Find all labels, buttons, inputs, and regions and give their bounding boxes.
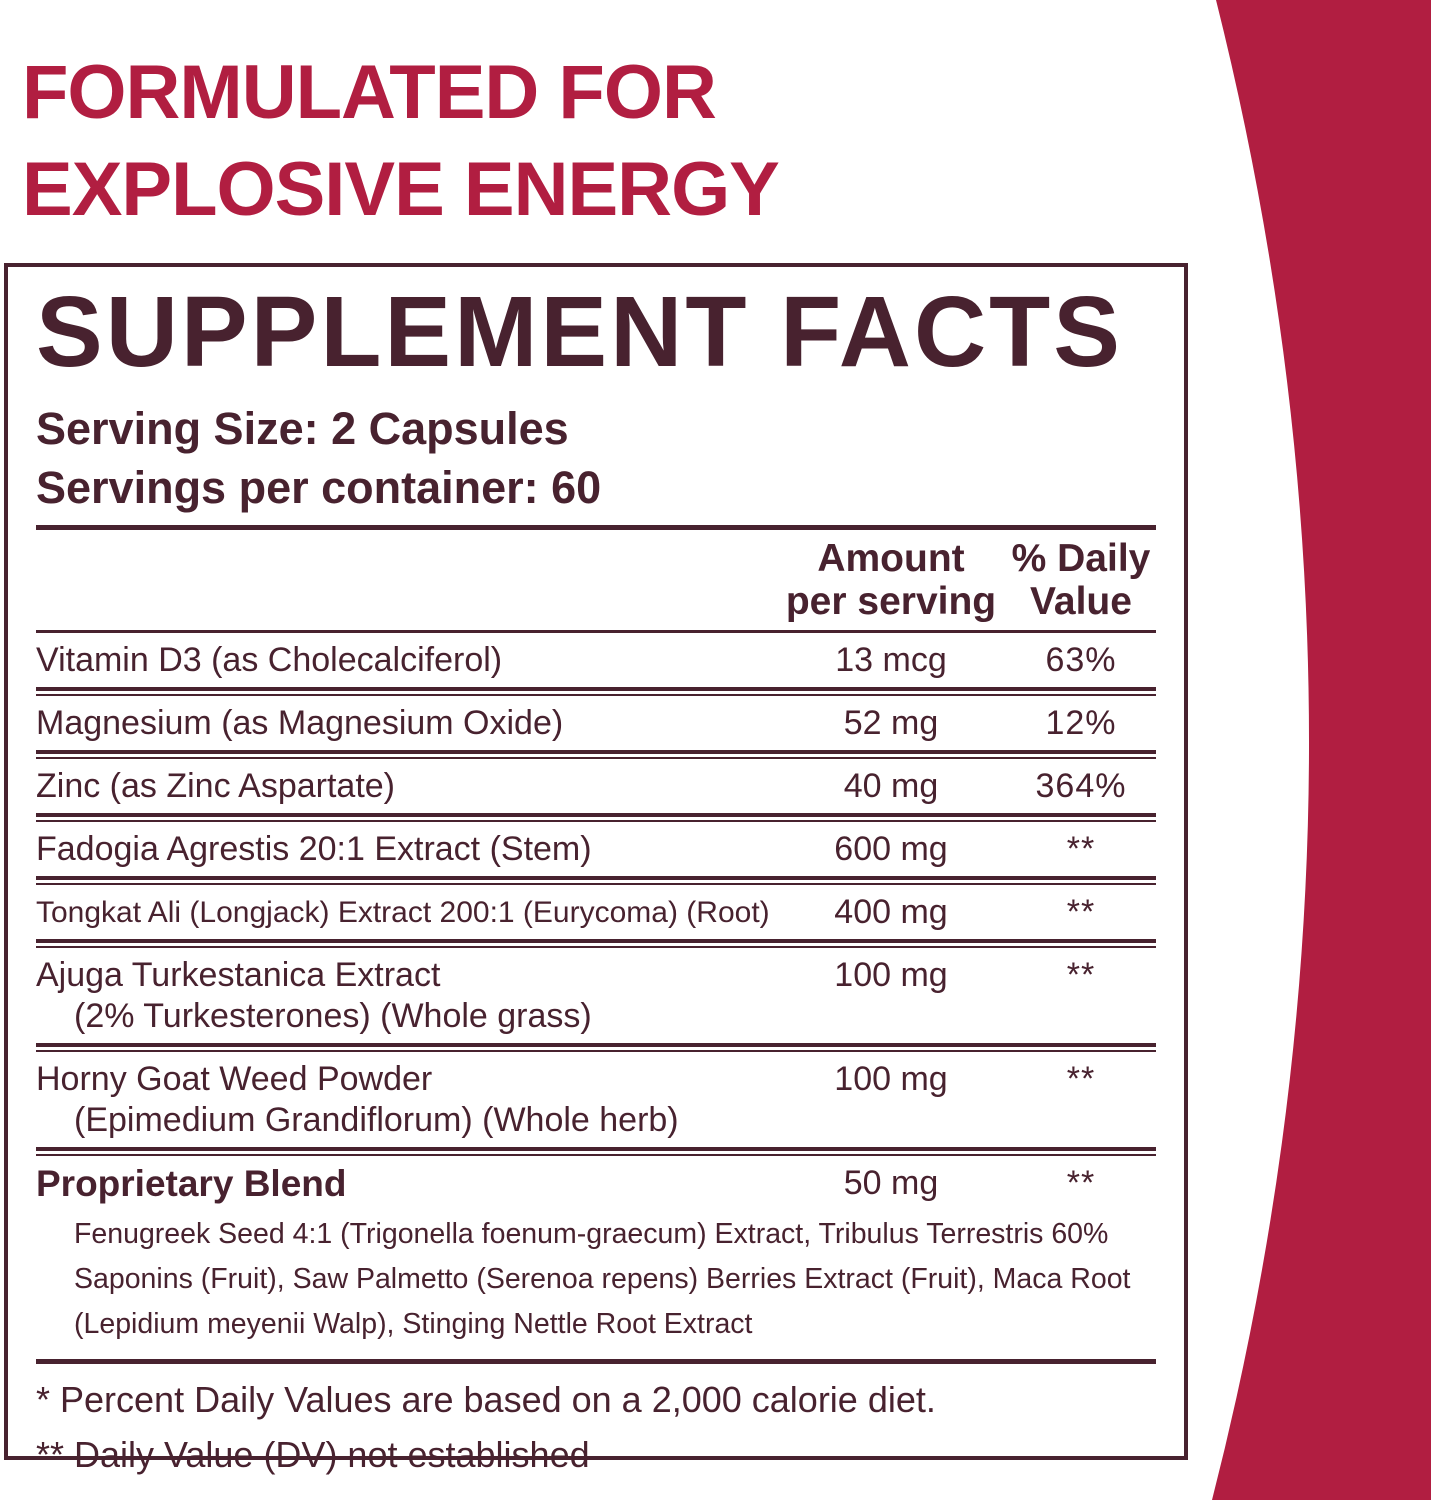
tagline-line2: EXPLOSIVE ENERGY [22, 147, 780, 232]
proprietary-blend-ingredients: Fenugreek Seed 4:1 (Trigonella foenum-gr… [74, 1217, 1131, 1340]
supplement-facts-panel: SUPPLEMENT FACTS Serving Size: 2 Capsule… [4, 263, 1188, 1475]
ingredient-amount: 100 mg [834, 955, 948, 994]
table-row-zinc: Zinc (as Zinc Aspartate) 40 mg 364% [36, 759, 1156, 813]
divider-thick [36, 525, 1156, 531]
table-row-proprietary-blend: Proprietary Blend 50 mg ** [36, 1156, 1156, 1210]
ingredient-name: Zinc (as Zinc Aspartate) [36, 766, 396, 805]
ingredient-daily-value: ** [1066, 1059, 1096, 1098]
table-row-vitamin-d3: Vitamin D3 (as Cholecalciferol) 13 mcg 6… [36, 633, 1156, 687]
table-row-magnesium: Magnesium (as Magnesium Oxide) 52 mg 12% [36, 696, 1156, 750]
ingredient-daily-value: 364% [1035, 766, 1127, 805]
ingredient-name-detail: (Epimedium Grandiflorum) (Whole herb) [74, 1100, 679, 1139]
ingredient-daily-value: ** [1066, 955, 1096, 994]
ingredient-name: Magnesium (as Magnesium Oxide) [36, 703, 564, 742]
ingredient-name: Vitamin D3 (as Cholecalciferol) [36, 640, 503, 679]
row-separator [36, 749, 1156, 759]
ingredient-amount: 50 mg [843, 1163, 939, 1202]
ingredient-amount: 600 mg [834, 829, 948, 868]
row-separator [36, 812, 1156, 822]
ingredient-daily-value: ** [1066, 892, 1096, 931]
ingredient-amount: 100 mg [834, 1059, 948, 1098]
footnote-daily-values: * Percent Daily Values are based on a 2,… [36, 1378, 936, 1420]
ingredient-amount: 13 mcg [835, 640, 947, 679]
ingredient-daily-value: 12% [1045, 703, 1117, 742]
table-column-headers: Amount per serving % Daily Value [36, 537, 1156, 624]
product-tagline: FORMULATED FOR EXPLOSIVE ENERGY [22, 44, 780, 238]
divider-header [36, 629, 1156, 633]
panel-title: SUPPLEMENT FACTS [36, 276, 1123, 388]
ingredient-name: Fadogia Agrestis 20:1 Extract (Stem) [36, 829, 592, 868]
table-row-fadogia-agrestis: Fadogia Agrestis 20:1 Extract (Stem) 600… [36, 822, 1156, 876]
table-row-ajuga-turkestanica: Ajuga Turkestanica Extract (2% Turkester… [36, 948, 1156, 1043]
ingredient-name: Horny Goat Weed Powder [36, 1059, 433, 1098]
table-row-horny-goat-weed: Horny Goat Weed Powder (Epimedium Grandi… [36, 1052, 1156, 1147]
ingredient-name: Proprietary Blend [36, 1162, 347, 1204]
row-separator [36, 686, 1156, 696]
ingredient-daily-value: ** [1066, 829, 1096, 868]
ingredient-amount: 400 mg [834, 892, 948, 931]
tagline-line1: FORMULATED FOR [22, 50, 717, 135]
row-separator [36, 1146, 1156, 1156]
serving-size: Serving Size: 2 Capsules [36, 403, 569, 454]
row-separator [36, 875, 1156, 885]
servings-per-container: Servings per container: 60 [36, 461, 602, 513]
row-separator [36, 938, 1156, 948]
table-row-tongkat-ali: Tongkat Ali (Longjack) Extract 200:1 (Eu… [36, 885, 1156, 939]
column-header-amount: Amount per serving [785, 537, 997, 624]
footnote-dv-not-established: ** Daily Value (DV) not established [36, 1433, 590, 1475]
ingredient-name: Tongkat Ali (Longjack) Extract 200:1 (Eu… [36, 895, 770, 929]
divider-thick-bottom [36, 1358, 1156, 1364]
ingredient-daily-value: ** [1066, 1163, 1096, 1202]
column-header-daily-value: % Daily Value [1011, 537, 1151, 624]
row-separator [36, 1042, 1156, 1052]
ingredient-amount: 52 mg [843, 703, 939, 742]
ingredient-amount: 40 mg [843, 766, 939, 805]
ingredient-name-detail: (2% Turkesterones) (Whole grass) [74, 996, 592, 1035]
ingredient-daily-value: 63% [1045, 640, 1117, 679]
ingredient-name: Ajuga Turkestanica Extract [36, 955, 441, 994]
